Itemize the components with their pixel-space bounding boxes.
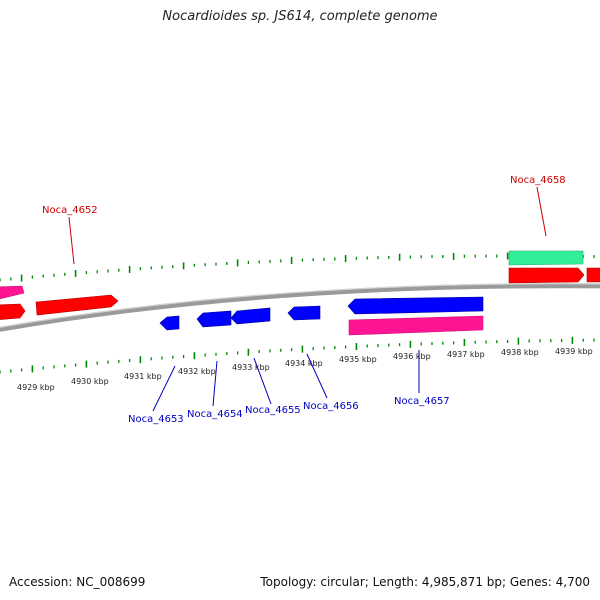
- gene-arrow-noca-4658[interactable]: [508, 250, 584, 266]
- gene-arrow-noca-4657[interactable]: [347, 296, 484, 315]
- topology-text: Topology: circular; Length: 4,985,871 bp…: [260, 575, 590, 589]
- scale-label-4938: 4938 kbp: [501, 348, 539, 357]
- gene-label-noca-4656[interactable]: Noca_4656: [303, 401, 359, 412]
- gene-label-noca-4658[interactable]: Noca_4658: [510, 175, 566, 186]
- gene-arrow-noca-4652[interactable]: [35, 294, 119, 316]
- scale-label-4932: 4932 kbp: [178, 367, 216, 376]
- gene-arrow-forward-edge[interactable]: [586, 267, 600, 283]
- leader-line-noca-4658: [536, 186, 547, 237]
- scale-label-4939: 4939 kbp: [555, 347, 593, 356]
- outer-tick-ring: [0, 252, 595, 282]
- leader-line-noca-4655: [253, 357, 272, 405]
- map-title: Nocardioides sp. JS614, complete genome: [162, 9, 438, 24]
- gene-label-noca-4654[interactable]: Noca_4654: [187, 409, 243, 420]
- scale-label-4931: 4931 kbp: [124, 372, 162, 381]
- gene-arrow-noca-4653[interactable]: [159, 315, 180, 331]
- inner-tick-ring: [0, 336, 595, 374]
- gene-arrow-forward-left[interactable]: [0, 303, 26, 320]
- scale-label-4935: 4935 kbp: [339, 355, 377, 364]
- leader-line-noca-4653: [152, 365, 176, 412]
- gene-arrow-noca-4656[interactable]: [287, 305, 321, 321]
- scale-label-4933: 4933 kbp: [232, 363, 270, 372]
- gene-arrow-noca-4654[interactable]: [196, 310, 232, 328]
- scale-label-4934: 4934 kbp: [285, 359, 323, 368]
- leader-line-noca-4656: [306, 353, 328, 399]
- scale-label-4930: 4930 kbp: [71, 377, 109, 386]
- gene-label-noca-4653[interactable]: Noca_4653: [128, 414, 184, 425]
- genome-backbone: [0, 283, 600, 332]
- scale-label-4929: 4929 kbp: [17, 383, 55, 392]
- scale-label-4937: 4937 kbp: [447, 350, 485, 359]
- gene-label-noca-4652[interactable]: Noca_4652: [42, 205, 98, 216]
- gene-label-noca-4657[interactable]: Noca_4657: [394, 396, 450, 407]
- gene-arrow-forward-right[interactable]: [508, 267, 585, 284]
- accession-text: Accession: NC_008699: [9, 575, 146, 589]
- gene-label-noca-4655[interactable]: Noca_4655: [245, 405, 301, 416]
- gene-arrow-noca-4655[interactable]: [230, 307, 271, 325]
- scale-label-4936: 4936 kbp: [393, 352, 431, 361]
- leader-line-noca-4654: [212, 360, 218, 407]
- leader-line-noca-4652: [68, 216, 75, 265]
- genome-backbone-highlight: [0, 283, 600, 328]
- gene-arrow-rrna-center[interactable]: [348, 315, 484, 336]
- gene-arrow-rrna-left[interactable]: [0, 285, 25, 300]
